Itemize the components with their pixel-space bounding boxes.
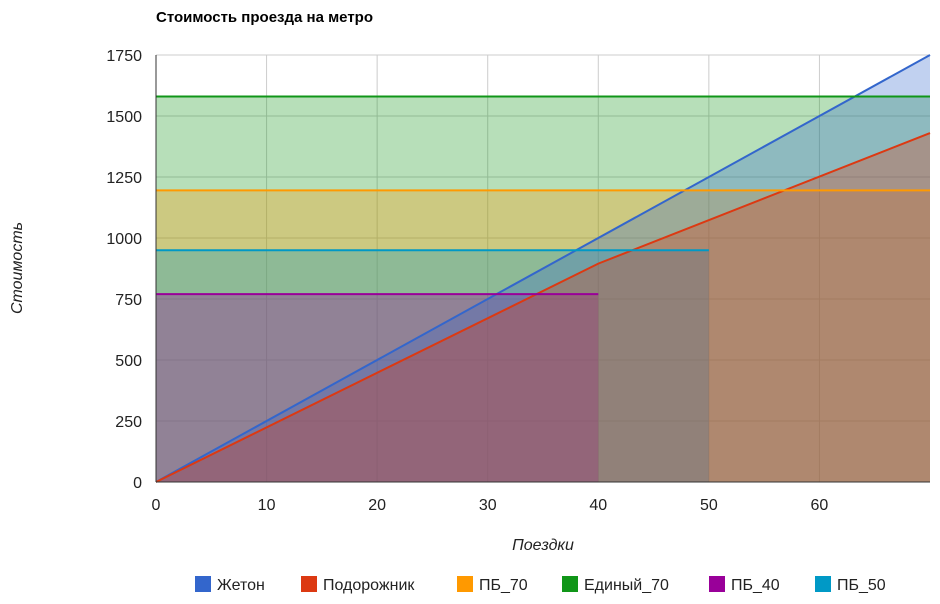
legend-label: Жетон <box>217 577 265 594</box>
legend-swatch <box>815 576 831 592</box>
legend-label: Подорожник <box>323 577 415 594</box>
tick-labels: 0 250 500 750 1000 1250 1500 1750 0 10 20 30 40 50 60 <box>106 48 828 514</box>
y-tick-label: 1750 <box>106 48 142 65</box>
x-tick-label: 40 <box>589 497 607 514</box>
x-tick-label: 30 <box>479 497 497 514</box>
series-area <box>156 133 930 482</box>
series-lines <box>155 54 931 483</box>
series-line <box>155 132 931 483</box>
x-tick-label: 0 <box>152 497 161 514</box>
x-tick-label: 60 <box>811 497 829 514</box>
series-area <box>156 294 599 482</box>
y-tick-label: 500 <box>115 353 142 370</box>
y-tick-label: 1500 <box>106 109 142 126</box>
chart-title: Стоимость проезда на метро <box>156 9 373 26</box>
legend-swatch <box>457 576 473 592</box>
y-axis-label: Стоимость <box>9 222 26 314</box>
y-tick-label: 750 <box>115 292 142 309</box>
legend-label: Единый_70 <box>584 577 669 594</box>
axes <box>155 55 930 483</box>
y-tick-label: 250 <box>115 414 142 431</box>
legend-label: ПБ_50 <box>837 577 886 594</box>
grid-lines <box>156 54 930 482</box>
y-tick-label: 1000 <box>106 231 142 248</box>
x-tick-label: 10 <box>258 497 276 514</box>
series-line <box>155 54 931 483</box>
y-tick-label: 0 <box>133 475 142 492</box>
x-tick-label: 50 <box>700 497 718 514</box>
legend-swatch <box>562 576 578 592</box>
series-area <box>156 190 930 483</box>
legend-label: ПБ_70 <box>479 577 528 594</box>
x-axis-label: Поездки <box>512 537 574 554</box>
legend-swatch <box>709 576 725 592</box>
legend-swatch <box>195 576 211 592</box>
legend-label: ПБ_40 <box>731 577 780 594</box>
series-area <box>156 250 709 482</box>
x-tick-label: 20 <box>368 497 386 514</box>
legend-swatch <box>301 576 317 592</box>
y-tick-label: 1250 <box>106 170 142 187</box>
legend: Жетон Подорожник ПБ_70 Единый_70 ПБ_40 ПБ_50 <box>195 576 886 594</box>
